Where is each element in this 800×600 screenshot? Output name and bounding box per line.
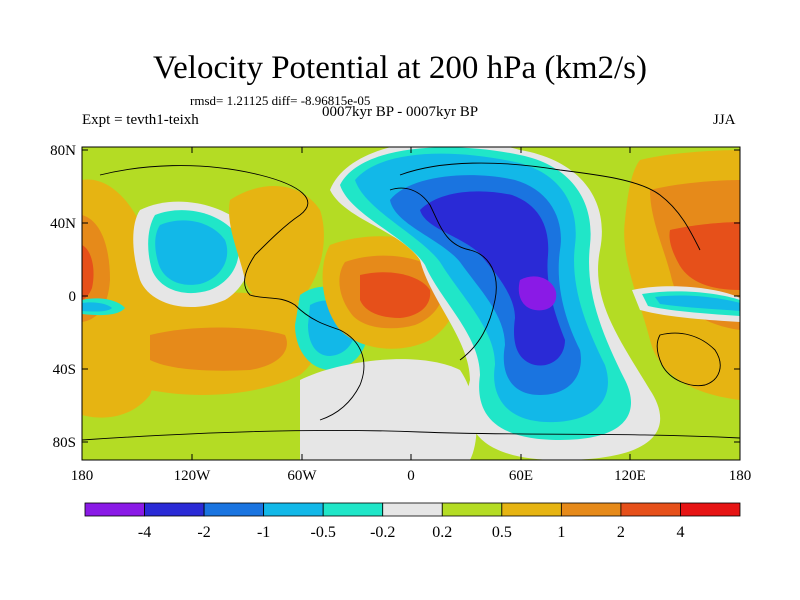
coastline-australia: [656, 332, 721, 387]
colorbar-label: 1: [557, 524, 565, 541]
colorbar-label: 2: [617, 524, 625, 541]
colorbar-swatch: [144, 502, 205, 517]
colorbar-label: -1: [257, 524, 270, 541]
rmsd-diff-text: rmsd= 1.21125 diff= -8.96815e-05: [190, 93, 371, 108]
field-south-atlantic-zero: [300, 359, 477, 460]
lat-label: 80N: [50, 143, 76, 159]
colorbar-swatch: [263, 502, 324, 517]
field-south-pacific-orange2: [150, 327, 287, 371]
lat-label: 40S: [53, 362, 76, 378]
field-eurafrica-neg4: [518, 276, 557, 311]
lat-ticks: [82, 149, 740, 443]
coastline-eurasia: [399, 162, 701, 251]
colorbar-labels: -4 -2 -1 -0.5 -0.2 0.2 0.5 1 2 4: [138, 524, 685, 541]
colorbar-label: 4: [676, 524, 684, 541]
colorbar-swatch: [84, 502, 145, 517]
field-pacific-west-orange2: [82, 215, 110, 322]
lon-ticks: [191, 147, 631, 460]
field-eurafrica-neg2: [420, 191, 565, 366]
colorbar: [84, 502, 741, 517]
field-dateline-neg05: [82, 302, 112, 312]
lon-labels: 180 120W 60W 0 60E 120E 180: [71, 468, 752, 484]
experiment-label: Expt = tevth1-teixh: [82, 112, 199, 128]
colorbar-swatch: [620, 502, 681, 517]
lon-label: 60E: [509, 468, 533, 484]
colorbar-swatch: [680, 502, 741, 517]
colorbar-label: -2: [197, 524, 210, 541]
colorbar-swatch: [441, 502, 503, 517]
lat-label: 80S: [53, 435, 76, 451]
lat-labels: 80N 40N 0 40S 80S: [50, 143, 76, 451]
colorbar-label: -4: [138, 524, 151, 541]
lon-label: 0: [407, 468, 415, 484]
coastline-americas: [99, 165, 365, 421]
colorbar-swatch: [203, 502, 265, 517]
lat-label: 40N: [50, 216, 76, 232]
colorbar-swatch: [382, 502, 443, 517]
season-label: JJA: [713, 112, 736, 128]
lon-label: 180: [71, 468, 94, 484]
colorbar-swatch: [322, 502, 384, 517]
periods-text: 0007kyr BP - 0007kyr BP: [322, 104, 479, 120]
coastline-antarctica: [82, 429, 740, 441]
contour-field: [82, 147, 740, 460]
lon-label: 120W: [174, 468, 212, 484]
colorbar-label: -0.2: [370, 524, 395, 541]
colorbar-swatch: [560, 502, 622, 517]
lon-label: 120E: [614, 468, 646, 484]
field-central-america-orange: [228, 186, 324, 304]
field-westpac-red: [669, 222, 740, 290]
coastlines: [82, 162, 740, 441]
lat-label: 0: [69, 289, 77, 305]
lon-label: 60W: [287, 468, 317, 484]
colorbar-label: 0.2: [432, 524, 452, 541]
field-wp-neg05: [655, 295, 740, 311]
map-title: Velocity Potential at 200 hPa (km2/s): [152, 50, 648, 86]
field-pacific-west-red: [82, 245, 94, 300]
colorbar-label: 0.5: [492, 524, 512, 541]
field-na-neg05: [155, 220, 228, 285]
colorbar-label: -0.5: [311, 524, 336, 541]
field-atlantic-red: [360, 272, 431, 318]
colorbar-swatch: [501, 502, 562, 517]
lon-label: 180: [729, 468, 752, 484]
coastline-africa: [389, 187, 497, 361]
